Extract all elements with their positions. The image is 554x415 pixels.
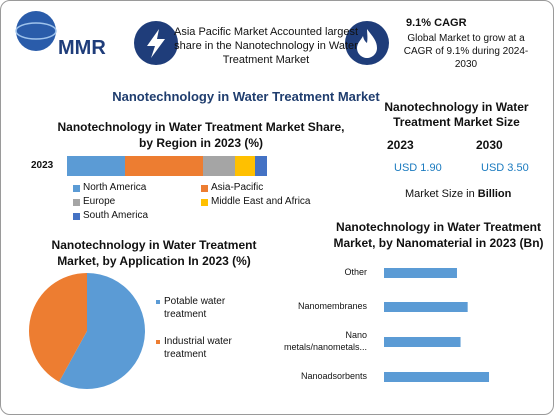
cagr-text: Global Market to grow at a CAGR of 9.1% …: [403, 33, 529, 70]
chart-title: Nanotechnology in Water Treatment Market…: [51, 238, 257, 268]
bar-segment: [125, 156, 203, 176]
logo-ring: [15, 22, 57, 40]
chart-title: Nanotechnology in Water Treatment Market…: [333, 220, 544, 250]
flame-icon: [357, 29, 377, 58]
legend-swatch: [73, 199, 80, 206]
legend-swatch: [156, 300, 160, 304]
bar: [384, 268, 457, 278]
size-year: 2023: [387, 138, 414, 152]
page-title: Nanotechnology in Water Treatment Market: [112, 89, 380, 104]
bar: [384, 302, 468, 312]
cagr-title: 9.1% CAGR: [406, 17, 467, 29]
legend-swatch: [73, 213, 80, 220]
pie-slice: [29, 273, 88, 382]
legend-swatch: [73, 185, 80, 192]
legend-label: North America: [83, 182, 147, 193]
size-value: USD 3.50: [481, 162, 529, 174]
size-title: Nanotechnology in Water Treatment Market…: [384, 100, 529, 129]
lightning-icon: [147, 29, 165, 58]
legend-label: South America: [83, 210, 149, 221]
legend-label: Europe: [83, 196, 116, 207]
category-label: Nanomembranes: [297, 301, 367, 311]
logo-globe: [16, 11, 56, 51]
legend-label: Asia-Pacific: [211, 182, 264, 193]
bar-segment: [203, 156, 235, 176]
category-label: Nanoadsorbents: [300, 371, 367, 381]
size-note: Market Size in Billion: [405, 188, 511, 200]
category-label: Nano metals/nanometals...: [283, 330, 367, 352]
bar: [384, 337, 461, 347]
pie-slice: [59, 273, 145, 389]
legend-swatch: [201, 199, 208, 206]
logo-text: MMR: [58, 37, 106, 59]
size-note-text: Market Size in: [405, 188, 475, 200]
legend-label: Potable water treatment: [164, 296, 226, 320]
size-value: USD 1.90: [394, 162, 442, 174]
size-note-unit: Billion: [477, 188, 512, 200]
category-label: Other: [344, 267, 367, 277]
category-label: 2023: [31, 160, 54, 171]
chart-title: Nanotechnology in Water Treatment Market…: [57, 120, 345, 150]
legend-swatch: [156, 340, 160, 344]
highlight-text: Asia Pacific Market Accounted largest sh…: [173, 26, 359, 66]
bar-segment: [255, 156, 267, 176]
legend-swatch: [201, 185, 208, 192]
size-year: 2030: [476, 138, 503, 152]
bar-segment: [67, 156, 125, 176]
bar: [384, 372, 490, 382]
bar-segment: [235, 156, 255, 176]
legend-label: Industrial water treatment: [164, 336, 232, 360]
legend-label: Middle East and Africa: [211, 196, 311, 207]
